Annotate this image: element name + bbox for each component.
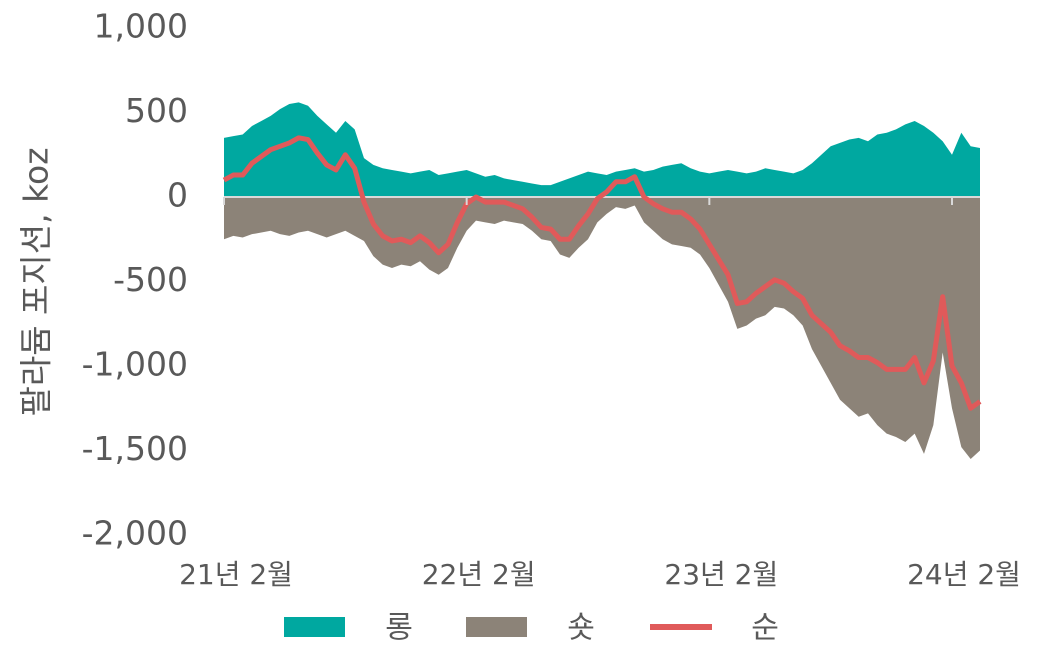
area (224, 197, 980, 459)
y-tick-label: -1,000 (82, 345, 188, 384)
y-tick-label: -1,500 (82, 429, 188, 468)
legend-swatch (284, 617, 345, 637)
legend-label: 롱 (385, 611, 413, 646)
x-tick-label: 21년 2월 (179, 558, 293, 591)
line (222, 135, 982, 411)
y-axis-label: 팔라듐 포지션, koz (17, 147, 56, 416)
legend-label: 숏 (567, 611, 595, 646)
area (224, 102, 980, 197)
y-tick-label: 1,000 (94, 7, 188, 46)
legend-swatch (466, 617, 527, 637)
x-tick-label: 24년 2월 (907, 558, 1021, 591)
y-tick-label: -500 (113, 260, 188, 299)
y-tick-label: 0 (167, 176, 188, 215)
x-tick-label: 22년 2월 (422, 558, 536, 591)
x-tick-label: 23년 2월 (664, 558, 778, 591)
y-tick-label: -2,000 (82, 514, 188, 553)
y-tick-label: 500 (125, 91, 188, 130)
legend-label: 순 (751, 611, 779, 646)
